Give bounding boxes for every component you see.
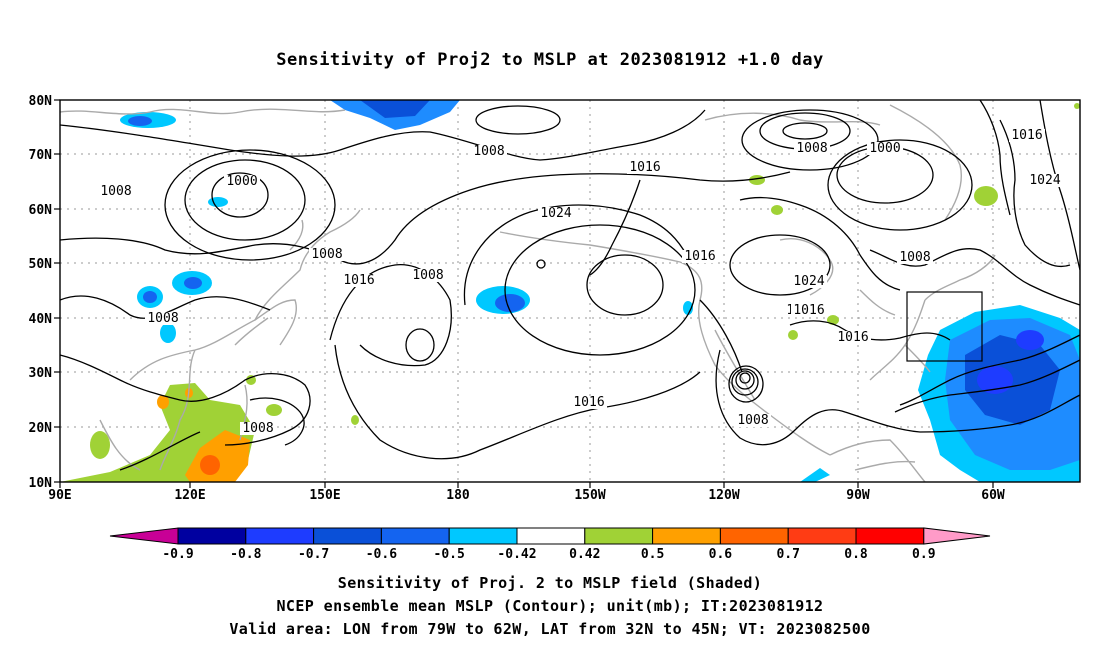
colorbar: -0.9 -0.8 -0.7 -0.6 -0.5 -0.42 0.42 0.5 0.6 0.7 0.… (109, 527, 991, 562)
colorbar-segment (245, 527, 315, 545)
contour-label: 1016 (343, 273, 374, 288)
lat-label: 60N (29, 203, 53, 218)
colorbar-segment (177, 527, 247, 545)
colorbar-label: 0.42 (569, 547, 600, 562)
lon-label: 120W (708, 488, 739, 503)
colorbar-segment (380, 527, 450, 545)
contour-labels: 1008100010081008100810161008100810081016… (98, 128, 1063, 436)
contour-label: 1008 (737, 413, 768, 428)
contour-label: 1016 (837, 330, 868, 345)
lat-label: 50N (29, 257, 53, 272)
longitude-labels: 90E 120E 150E 180 150W 120W 90W 60W (48, 482, 1005, 503)
contour-label: 1008 (147, 311, 178, 326)
lon-label: 90E (48, 488, 71, 503)
colorbar-segment (719, 527, 789, 545)
contour-label: 1024 (540, 206, 571, 221)
lat-label: 30N (29, 366, 53, 381)
colorbar-segment (787, 527, 857, 545)
contour-label: 1008 (100, 184, 131, 199)
colorbar-label: -0.5 (434, 547, 465, 562)
mslp-contours (59, 99, 1081, 471)
colorbar-label: -0.42 (497, 547, 536, 562)
lon-label: 150W (574, 488, 605, 503)
lat-label: 40N (29, 312, 53, 327)
contour-label: 1024 (793, 274, 824, 289)
contour-label: 1008 (242, 421, 273, 436)
lon-label: 150E (309, 488, 340, 503)
caption-contour: NCEP ensemble mean MSLP (Contour); unit(… (276, 597, 824, 615)
contour-label: 1016 (1011, 128, 1042, 143)
caption-shaded: Sensitivity of Proj. 2 to MSLP field (Sh… (337, 574, 763, 592)
colorbar-label: -0.8 (230, 547, 261, 562)
caption-valid-area: Valid area: LON from 79W to 62W, LAT fro… (229, 620, 871, 638)
valid-area-box (906, 291, 983, 362)
contour-label: 1024 (1029, 173, 1060, 188)
contour-label: 1016 (684, 249, 715, 264)
contour-label: 1016 (573, 395, 604, 410)
colorbar-label: 0.7 (776, 547, 799, 562)
colorbar-segment (313, 527, 382, 545)
contour-label: 1008 (899, 250, 930, 265)
contour-label: 1008 (311, 247, 342, 262)
colorbar-segment (516, 527, 586, 545)
lat-label: 20N (29, 421, 53, 436)
colorbar-segment (855, 527, 925, 545)
contour-label: 1008 (412, 268, 443, 283)
colorbar-segment (652, 527, 721, 545)
contour-label: 1016 (793, 303, 824, 318)
colorbar-label: 0.5 (641, 547, 664, 562)
map-frame (59, 99, 1081, 483)
colorbar-label: 0.6 (709, 547, 733, 562)
colorbar-segment (584, 527, 654, 545)
colorbar-label: -0.9 (162, 547, 193, 562)
colorbar-label: -0.7 (298, 547, 329, 562)
colorbar-label: 0.8 (844, 547, 868, 562)
contour-label: 1016 (629, 160, 660, 175)
lon-label: 90W (846, 488, 870, 503)
lat-label: 70N (29, 148, 53, 163)
latitude-labels: 80N 70N 60N 50N 40N 30N 20N 10N (29, 94, 60, 491)
lon-label: 60W (981, 488, 1005, 503)
colorbar-low-arrow (109, 527, 179, 545)
lat-label: 80N (29, 94, 53, 109)
colorbar-label: -0.6 (366, 547, 397, 562)
lat-label: 10N (29, 476, 53, 491)
lon-label: 120E (174, 488, 205, 503)
colorbar-high-arrow (923, 527, 991, 545)
sensitivity-shading (60, 100, 1080, 482)
colorbar-label: 0.9 (912, 547, 935, 562)
contour-label: 1000 (869, 141, 900, 156)
colorbar-segment (448, 527, 518, 545)
contour-label: 1000 (226, 174, 257, 189)
map-title: Sensitivity of Proj2 to MSLP at 20230819… (276, 50, 824, 70)
contour-label: 1008 (473, 144, 504, 159)
contour-label: 1008 (796, 141, 827, 156)
lon-label: 180 (446, 488, 470, 503)
